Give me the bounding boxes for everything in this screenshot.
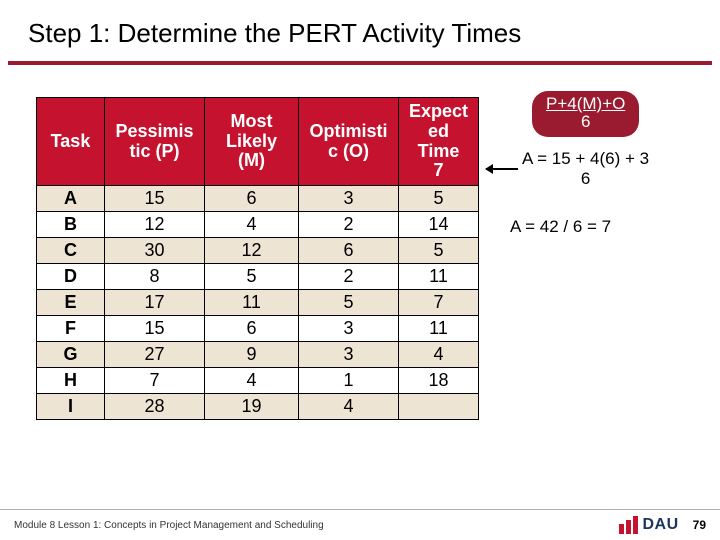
cell-task: A bbox=[37, 186, 105, 212]
cell-m: 6 bbox=[205, 186, 299, 212]
calc-a-line2: 6 bbox=[522, 169, 649, 189]
table-row: E171157 bbox=[37, 290, 479, 316]
dau-logo: DAU bbox=[619, 516, 678, 534]
cell-p: 28 bbox=[105, 394, 205, 420]
logo-text: DAU bbox=[642, 516, 678, 534]
cell-task: B bbox=[37, 212, 105, 238]
cell-e: 5 bbox=[399, 186, 479, 212]
cell-task: E bbox=[37, 290, 105, 316]
cell-e: 7 bbox=[399, 290, 479, 316]
table-row: C301265 bbox=[37, 238, 479, 264]
cell-o: 5 bbox=[299, 290, 399, 316]
cell-p: 7 bbox=[105, 368, 205, 394]
cell-m: 4 bbox=[205, 368, 299, 394]
table-row: F156311 bbox=[37, 316, 479, 342]
cell-o: 2 bbox=[299, 264, 399, 290]
col-header-expected-label: Expect ed Time bbox=[409, 101, 468, 161]
cell-p: 8 bbox=[105, 264, 205, 290]
cell-e: 14 bbox=[399, 212, 479, 238]
cell-task: H bbox=[37, 368, 105, 394]
table-row: I28194 bbox=[37, 394, 479, 420]
cell-e: 18 bbox=[399, 368, 479, 394]
header-seven: 7 bbox=[433, 160, 443, 180]
cell-m: 9 bbox=[205, 342, 299, 368]
cell-task: G bbox=[37, 342, 105, 368]
cell-o: 1 bbox=[299, 368, 399, 394]
col-header-expected: Expect ed Time 7 bbox=[399, 98, 479, 186]
table-body: A15635B124214C301265D85211E171157F156311… bbox=[37, 186, 479, 420]
logo-bars-icon bbox=[619, 516, 638, 534]
formula-badge: P+4(M)+O 6 bbox=[532, 91, 639, 137]
cell-p: 17 bbox=[105, 290, 205, 316]
cell-e: 11 bbox=[399, 264, 479, 290]
calc-a-line1: A = 15 + 4(6) + 3 bbox=[522, 149, 649, 169]
cell-task: I bbox=[37, 394, 105, 420]
col-header-most-likely: Most Likely (M) bbox=[205, 98, 299, 186]
main-content: Task Pessimis tic (P) Most Likely (M) Op… bbox=[0, 65, 720, 420]
cell-o: 4 bbox=[299, 394, 399, 420]
cell-p: 12 bbox=[105, 212, 205, 238]
col-header-pessimistic: Pessimis tic (P) bbox=[105, 98, 205, 186]
pert-table: Task Pessimis tic (P) Most Likely (M) Op… bbox=[36, 97, 479, 420]
cell-m: 12 bbox=[205, 238, 299, 264]
page-title: Step 1: Determine the PERT Activity Time… bbox=[0, 0, 720, 49]
calc-a-row: A = 15 + 4(6) + 3 6 bbox=[486, 149, 649, 190]
table-row: H74118 bbox=[37, 368, 479, 394]
col-header-optimistic: Optimisti c (O) bbox=[299, 98, 399, 186]
cell-m: 6 bbox=[205, 316, 299, 342]
cell-p: 15 bbox=[105, 186, 205, 212]
cell-task: F bbox=[37, 316, 105, 342]
table-row: A15635 bbox=[37, 186, 479, 212]
footer: Module 8 Lesson 1: Concepts in Project M… bbox=[0, 509, 720, 540]
cell-o: 3 bbox=[299, 316, 399, 342]
table-row: B124214 bbox=[37, 212, 479, 238]
cell-m: 5 bbox=[205, 264, 299, 290]
arrow-icon bbox=[486, 168, 518, 170]
cell-e: 4 bbox=[399, 342, 479, 368]
cell-e: 11 bbox=[399, 316, 479, 342]
calc-b: A = 42 / 6 = 7 bbox=[510, 217, 611, 237]
cell-e: 5 bbox=[399, 238, 479, 264]
table-row: G27934 bbox=[37, 342, 479, 368]
cell-task: C bbox=[37, 238, 105, 264]
formula-numerator: P+4(M)+O bbox=[546, 95, 625, 113]
calc-a: A = 15 + 4(6) + 3 6 bbox=[522, 149, 649, 190]
cell-m: 4 bbox=[205, 212, 299, 238]
footer-module-text: Module 8 Lesson 1: Concepts in Project M… bbox=[14, 520, 324, 531]
cell-p: 27 bbox=[105, 342, 205, 368]
cell-e bbox=[399, 394, 479, 420]
cell-o: 2 bbox=[299, 212, 399, 238]
formula-denominator: 6 bbox=[546, 113, 625, 131]
cell-o: 3 bbox=[299, 186, 399, 212]
cell-p: 15 bbox=[105, 316, 205, 342]
cell-task: D bbox=[37, 264, 105, 290]
cell-o: 6 bbox=[299, 238, 399, 264]
page-number: 79 bbox=[693, 518, 706, 532]
col-header-task: Task bbox=[37, 98, 105, 186]
cell-o: 3 bbox=[299, 342, 399, 368]
cell-m: 19 bbox=[205, 394, 299, 420]
cell-m: 11 bbox=[205, 290, 299, 316]
table-row: D85211 bbox=[37, 264, 479, 290]
cell-p: 30 bbox=[105, 238, 205, 264]
